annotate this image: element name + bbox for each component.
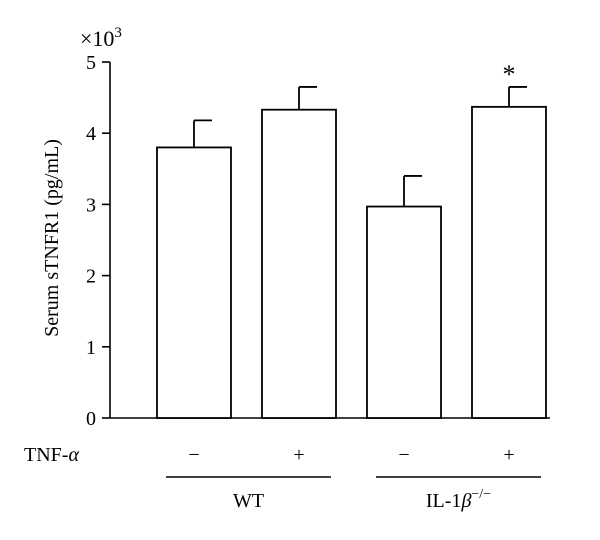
group-label: WT [233,490,264,512]
y-tick-label: 3 [86,194,96,216]
y-axis-title: Serum sTNFR1 (pg/mL) [41,139,63,337]
y-tick-label: 4 [86,123,96,145]
treatment-sign: − [398,444,409,466]
group-label: IL-1β−/− [426,487,491,512]
bar [156,146,232,419]
bar [261,108,337,419]
bar [366,205,442,419]
treatment-sign: + [293,444,304,466]
y-multiplier-label: ×103 [80,25,122,51]
treatment-sign: + [503,444,514,466]
y-tick-label: 1 [86,337,96,359]
treatment-sign: − [188,444,199,466]
y-tick-label: 2 [86,266,96,288]
y-tick-label: 5 [86,52,96,74]
bar [471,105,547,419]
treatment-label: TNF-α [24,444,79,466]
significance-asterisk: * [503,60,516,89]
y-tick-label: 0 [86,408,96,430]
